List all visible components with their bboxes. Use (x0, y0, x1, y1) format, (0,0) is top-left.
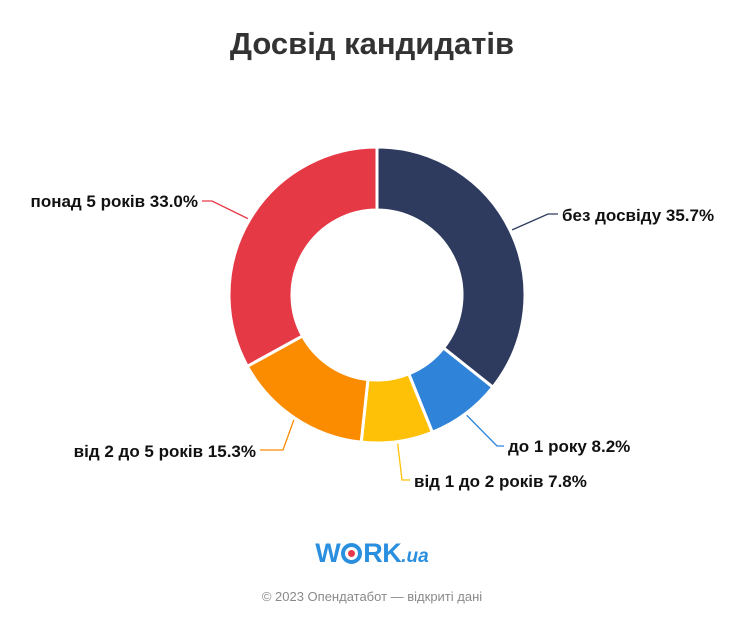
slice-connector-1 (466, 414, 504, 447)
slice-connector-3 (260, 419, 295, 451)
logo-brand-right: RK (363, 538, 402, 568)
slice-label-1: до 1 року 8.2% (508, 437, 630, 456)
slice-label-0: без досвіду 35.7% (562, 206, 714, 225)
target-o-icon (341, 543, 363, 564)
logo-brand-left: W (315, 538, 341, 568)
donut-slice-0 (375, 145, 527, 389)
slice-connector-0 (511, 213, 558, 231)
donut-slice-4 (227, 145, 379, 368)
slice-label-4: понад 5 років 33.0% (31, 192, 198, 211)
work-ua-logo: W RK.ua (0, 538, 744, 569)
slice-label-3: від 2 до 5 років 15.3% (74, 442, 256, 461)
slice-connector-4 (202, 200, 249, 220)
slice-connector-2 (397, 443, 410, 481)
logo-tld: .ua (401, 546, 429, 567)
chart-title: Досвід кандидатів (229, 26, 515, 61)
footer-credit: © 2023 Опендатабот — відкриті дані (261, 589, 483, 604)
slice-label-2: від 1 до 2 років 7.8% (414, 472, 587, 491)
